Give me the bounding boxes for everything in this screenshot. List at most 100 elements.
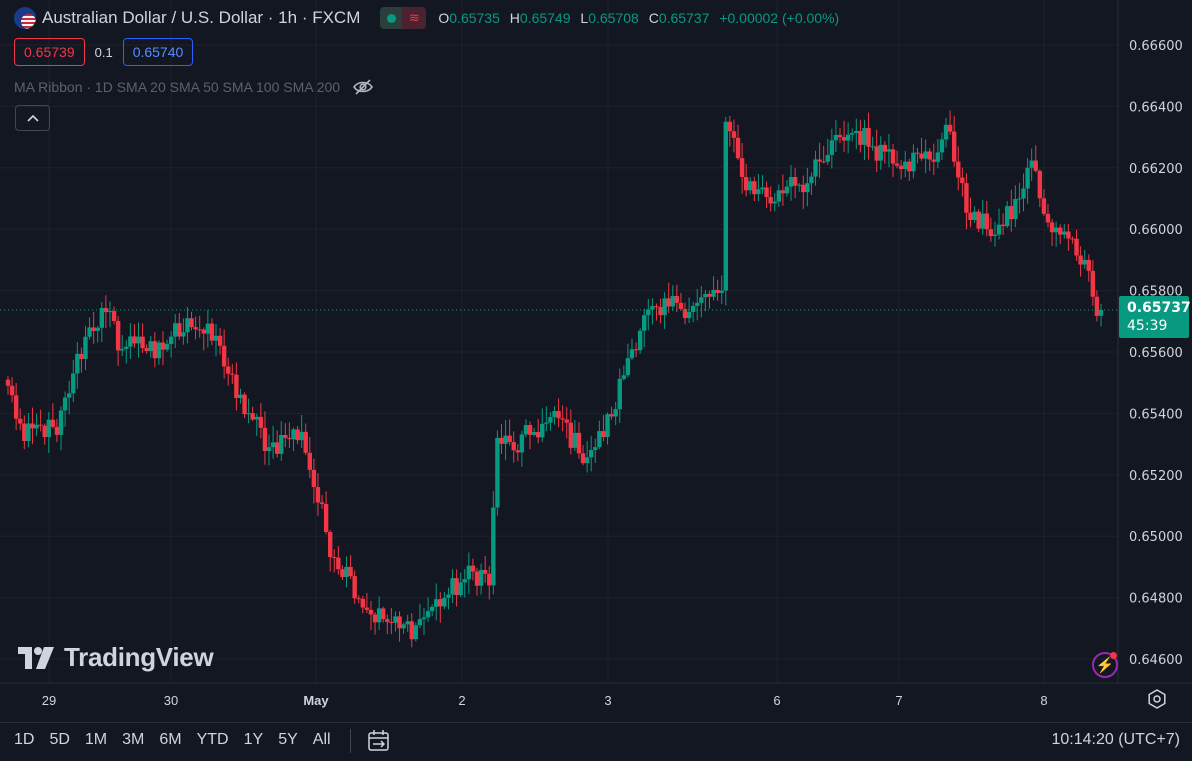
candle-body: [13, 395, 19, 419]
candle: [409, 613, 414, 648]
candle-body: [262, 427, 268, 452]
candle-body: [919, 153, 924, 159]
range-6m-button[interactable]: 6M: [159, 731, 182, 748]
candle-body: [368, 609, 374, 615]
market-open-icon: [380, 7, 403, 29]
candle-body: [291, 429, 296, 440]
candle-body: [841, 137, 847, 141]
range-1y-button[interactable]: 1Y: [243, 731, 264, 748]
range-1d-button[interactable]: 1D: [14, 731, 35, 748]
candle-body: [898, 165, 904, 170]
candle-body: [531, 432, 537, 435]
time-axis[interactable]: 29 30 May 2 3 6 7 8: [42, 693, 1048, 708]
candle-body: [1078, 255, 1083, 265]
candle: [686, 297, 692, 324]
candle: [976, 208, 981, 233]
candle: [1086, 254, 1091, 282]
candle: [988, 217, 994, 242]
candle: [523, 419, 529, 438]
candle: [319, 495, 325, 509]
range-ytd-button[interactable]: YTD: [196, 731, 229, 748]
low-label: L: [580, 10, 589, 26]
symbol-title[interactable]: Australian Dollar / U.S. Dollar · 1h · F…: [42, 8, 361, 27]
price-axis[interactable]: 0.66600 0.66400 0.66200 0.66000 0.65800 0.656…: [1129, 39, 1183, 668]
candle: [79, 347, 84, 373]
chart-grid: [0, 0, 1118, 683]
candle: [132, 324, 137, 349]
candle: [621, 365, 627, 381]
eye-slash-icon[interactable]: [352, 78, 374, 96]
candle: [825, 138, 830, 166]
candle: [303, 423, 308, 456]
candle: [421, 607, 427, 636]
candle-body: [862, 127, 867, 145]
range-all-button[interactable]: All: [312, 731, 331, 748]
candle: [903, 150, 908, 178]
range-3m-button[interactable]: 3M: [122, 731, 145, 748]
candle: [854, 118, 859, 150]
candle: [189, 311, 194, 331]
candle: [739, 142, 745, 194]
candle: [482, 556, 488, 583]
candle-body: [1017, 198, 1022, 200]
candle: [597, 420, 602, 450]
candle-body: [319, 502, 325, 504]
range-5d-button[interactable]: 5D: [49, 731, 70, 748]
candle-body: [519, 434, 525, 453]
range-1m-button[interactable]: 1M: [84, 731, 108, 748]
candle-body: [911, 152, 916, 172]
candle: [690, 301, 696, 323]
collapse-legend-button[interactable]: [15, 105, 50, 131]
candle: [951, 115, 957, 167]
y-tick-label: 0.66600: [1129, 39, 1183, 54]
y-tick-label: 0.65600: [1129, 346, 1183, 361]
candle: [527, 421, 533, 450]
candle: [788, 165, 794, 201]
candle: [593, 438, 598, 463]
calendar-range-icon[interactable]: [366, 728, 392, 754]
candle: [111, 306, 117, 325]
market-status-pill[interactable]: ≋: [380, 7, 427, 29]
candle: [327, 530, 333, 572]
candle: [234, 362, 239, 411]
candle-body: [283, 434, 288, 438]
timezone-clock[interactable]: 10:14:20 (UTC+7): [1051, 731, 1180, 748]
candle: [217, 328, 223, 355]
buy-button[interactable]: 0.65740: [122, 38, 194, 66]
candle-body: [947, 124, 953, 132]
candle: [862, 119, 867, 161]
price-chart[interactable]: 0.66600 0.66400 0.66200 0.66000 0.65800 0.656…: [0, 0, 1192, 722]
candle-body: [552, 411, 557, 418]
candle-body: [246, 413, 251, 415]
candle: [556, 398, 561, 428]
candle-body: [230, 373, 235, 375]
candle: [1000, 213, 1006, 236]
candle: [625, 343, 631, 378]
candle: [535, 418, 541, 444]
candle: [393, 611, 398, 632]
candle: [478, 563, 484, 595]
candle: [882, 141, 888, 164]
candle: [442, 591, 447, 610]
range-5y-button[interactable]: 5Y: [278, 731, 298, 748]
candle-body: [845, 134, 851, 141]
candle: [658, 298, 663, 324]
gear-icon[interactable]: [1147, 689, 1167, 709]
indicator-label[interactable]: MA Ribbon · 1D SMA 20 SMA 50 SMA 100 SMA…: [14, 79, 341, 95]
candle: [75, 342, 80, 389]
candle: [776, 184, 782, 208]
candle: [1090, 260, 1096, 306]
sell-button[interactable]: 0.65739: [14, 38, 85, 66]
x-tick-label: 2: [458, 693, 465, 708]
candle: [38, 409, 43, 432]
candle-body: [964, 183, 969, 213]
candle-body: [625, 358, 631, 376]
candle-body: [360, 598, 366, 608]
candle-body: [743, 177, 749, 191]
lightning-icon[interactable]: ⚡: [1092, 652, 1118, 678]
candle-body: [939, 139, 945, 153]
candle-body: [1009, 206, 1014, 220]
candle-body: [915, 152, 920, 154]
candle: [629, 338, 635, 361]
candle-body: [75, 353, 80, 374]
